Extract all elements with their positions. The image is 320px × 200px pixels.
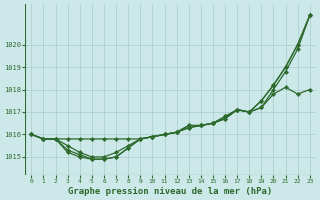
X-axis label: Graphe pression niveau de la mer (hPa): Graphe pression niveau de la mer (hPa) <box>68 187 273 196</box>
